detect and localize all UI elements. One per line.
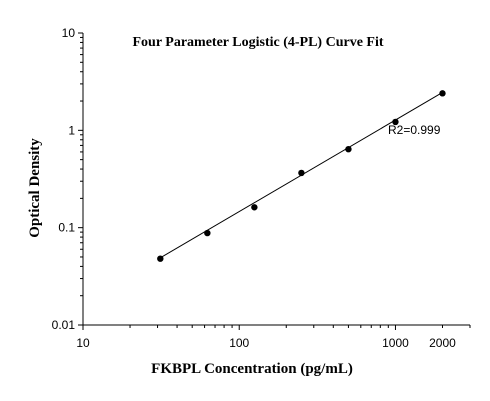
x-tick-label: 2000 [429,336,456,350]
y-tick-label: 0.01 [52,318,76,332]
data-point [345,145,352,153]
y-tick-label: 10 [62,26,76,40]
data-point [204,229,211,237]
x-tick-label: 100 [229,336,249,350]
r-squared-annotation: R2=0.999 [388,123,441,137]
axes [82,33,470,326]
y-axis-label: Optical Density [27,138,43,238]
data-point [251,204,258,211]
data-points [157,90,446,262]
y-tick-label: 0.1 [58,221,75,235]
x-tick-label: 1000 [382,336,409,350]
tick-marks [78,32,471,330]
data-point [157,255,164,262]
y-tick-label: 1 [68,123,75,137]
x-tick-labels: 10 100 1000 2000 [76,336,456,350]
x-tick-label: 10 [76,336,90,350]
data-point [298,169,305,177]
data-point [392,118,399,126]
x-axis-label: FKBPL Concentration (pg/mL) [151,361,353,377]
chart-title: Four Parameter Logistic (4-PL) Curve Fit [132,35,383,50]
y-tick-labels: 0.01 0.1 1 10 [52,26,76,332]
data-point [439,90,446,97]
